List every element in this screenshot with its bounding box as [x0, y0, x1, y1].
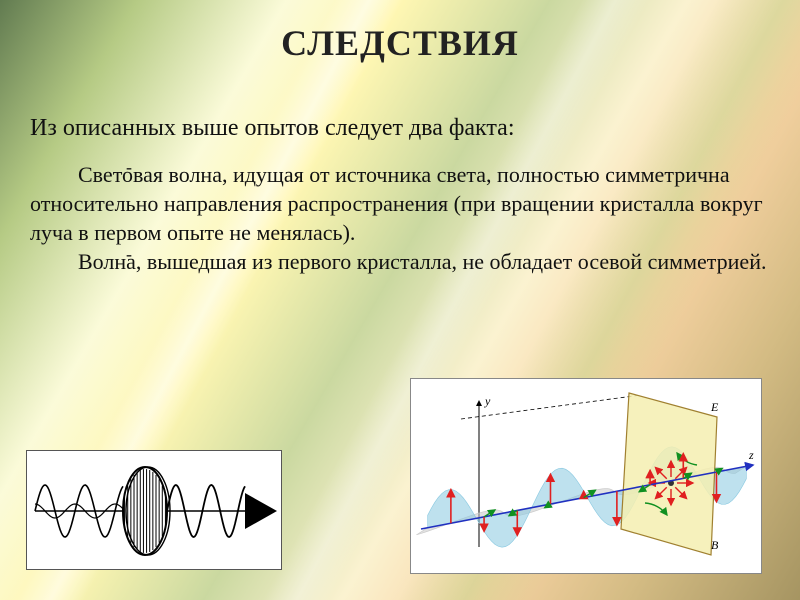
bullet-2: - Волна, вышедшая из первого кристалла, …: [30, 247, 770, 276]
svg-text:B: B: [711, 538, 719, 552]
figure-em-wave-3d: z y E B: [410, 378, 762, 574]
figure-polarizer-svg: [27, 451, 281, 569]
svg-text:E: E: [710, 400, 719, 414]
svg-text:z: z: [748, 448, 754, 462]
slide: СЛЕДСТВИЯ Из описанных выше опытов следу…: [0, 0, 800, 600]
bullet-1: - Световая волна, идущая от источника св…: [30, 160, 770, 247]
figure-em-wave-svg: z y E B: [411, 379, 761, 573]
body-text: - Световая волна, идущая от источника св…: [30, 160, 770, 276]
slide-title: СЛЕДСТВИЯ: [0, 22, 800, 64]
figure-polarizer-bw: [26, 450, 282, 570]
bullet-1-text: Световая волна, идущая от источника свет…: [30, 162, 763, 245]
dash-icon: -: [78, 156, 132, 180]
bullet-2-text: Волна, вышедшая из первого кристалла, не…: [78, 249, 766, 274]
intro-text: Из описанных выше опытов следует два фак…: [30, 115, 770, 142]
svg-text:y: y: [484, 394, 491, 408]
dash-icon: -: [78, 243, 132, 267]
